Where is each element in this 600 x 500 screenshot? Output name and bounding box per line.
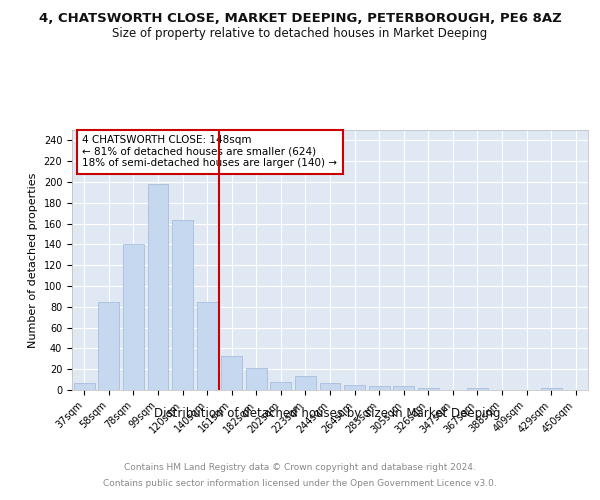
Bar <box>197 302 218 390</box>
Bar <box>123 244 144 390</box>
Text: 4 CHATSWORTH CLOSE: 148sqm
← 81% of detached houses are smaller (624)
18% of sem: 4 CHATSWORTH CLOSE: 148sqm ← 81% of deta… <box>82 135 337 168</box>
Bar <box>368 386 389 390</box>
Bar <box>98 302 119 390</box>
Text: Size of property relative to detached houses in Market Deeping: Size of property relative to detached ho… <box>112 28 488 40</box>
Bar <box>271 382 292 390</box>
Bar <box>344 385 365 390</box>
Bar <box>148 184 169 390</box>
Text: Contains HM Land Registry data © Crown copyright and database right 2024.: Contains HM Land Registry data © Crown c… <box>124 462 476 471</box>
Text: Distribution of detached houses by size in Market Deeping: Distribution of detached houses by size … <box>154 408 500 420</box>
Y-axis label: Number of detached properties: Number of detached properties <box>28 172 38 348</box>
Bar <box>418 388 439 390</box>
Bar <box>246 368 267 390</box>
Bar <box>221 356 242 390</box>
Text: Contains public sector information licensed under the Open Government Licence v3: Contains public sector information licen… <box>103 479 497 488</box>
Bar <box>74 382 95 390</box>
Bar <box>320 382 340 390</box>
Text: 4, CHATSWORTH CLOSE, MARKET DEEPING, PETERBOROUGH, PE6 8AZ: 4, CHATSWORTH CLOSE, MARKET DEEPING, PET… <box>38 12 562 26</box>
Bar <box>295 376 316 390</box>
Bar <box>172 220 193 390</box>
Bar <box>467 388 488 390</box>
Bar <box>541 388 562 390</box>
Bar <box>393 386 414 390</box>
